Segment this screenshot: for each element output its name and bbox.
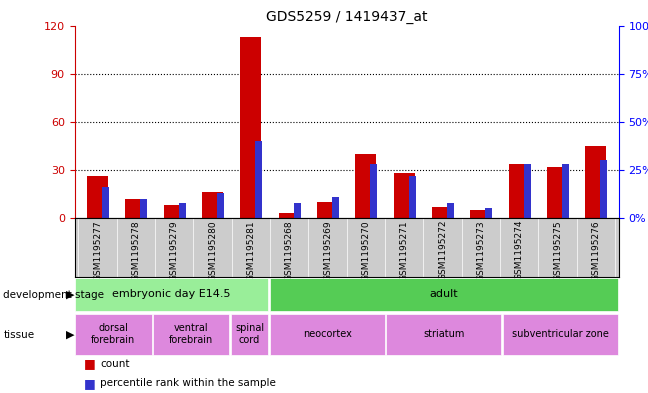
Bar [279, 213, 300, 218]
Bar [585, 146, 607, 218]
Bar [270, 278, 618, 310]
Text: subventricular zone: subventricular zone [512, 329, 609, 339]
Bar [231, 314, 268, 355]
Text: count: count [100, 358, 130, 369]
Text: GDS5259 / 1419437_at: GDS5259 / 1419437_at [266, 10, 428, 24]
Bar [102, 187, 109, 218]
Text: embryonic day E14.5: embryonic day E14.5 [113, 289, 231, 299]
Bar [179, 203, 185, 218]
Bar [547, 167, 568, 218]
Text: GSM1195268: GSM1195268 [284, 220, 294, 281]
Text: ■: ■ [84, 376, 96, 390]
Text: GSM1195270: GSM1195270 [362, 220, 371, 281]
Text: GSM1195277: GSM1195277 [93, 220, 102, 281]
Bar [202, 193, 223, 218]
Bar [153, 314, 229, 355]
Text: GSM1195273: GSM1195273 [476, 220, 485, 281]
Bar [332, 197, 339, 218]
Text: GSM1195276: GSM1195276 [592, 220, 600, 281]
Text: ▶: ▶ [65, 330, 75, 340]
Bar [503, 314, 618, 355]
Text: neocortex: neocortex [303, 329, 352, 339]
Bar [386, 314, 502, 355]
Bar [409, 176, 415, 218]
Bar [509, 163, 529, 218]
Text: spinal
cord: spinal cord [235, 323, 264, 345]
Bar [75, 314, 152, 355]
Text: ■: ■ [84, 357, 96, 370]
Bar [470, 210, 491, 218]
Bar [141, 199, 147, 218]
Bar [75, 278, 268, 310]
Text: ▶: ▶ [65, 290, 75, 300]
Text: GSM1195280: GSM1195280 [208, 220, 217, 281]
Bar [371, 164, 377, 218]
Bar [485, 208, 492, 218]
Text: GSM1195279: GSM1195279 [170, 220, 179, 281]
Bar [255, 141, 262, 218]
Bar [217, 193, 224, 218]
Text: GSM1195281: GSM1195281 [246, 220, 255, 281]
Bar [87, 176, 108, 218]
Bar [524, 164, 531, 218]
Bar [294, 203, 301, 218]
Bar [125, 199, 146, 218]
Text: percentile rank within the sample: percentile rank within the sample [100, 378, 276, 388]
Bar [164, 205, 185, 218]
Text: GSM1195278: GSM1195278 [132, 220, 141, 281]
Bar [355, 154, 376, 218]
Bar [432, 207, 453, 218]
Bar [447, 203, 454, 218]
Bar [393, 173, 415, 218]
Bar [240, 37, 261, 218]
Bar [317, 202, 338, 218]
Bar [562, 164, 569, 218]
Text: dorsal
forebrain: dorsal forebrain [91, 323, 135, 345]
Text: GSM1195274: GSM1195274 [515, 220, 524, 280]
Text: GSM1195269: GSM1195269 [323, 220, 332, 281]
Text: GSM1195271: GSM1195271 [400, 220, 409, 281]
Text: striatum: striatum [423, 329, 465, 339]
Text: GSM1195275: GSM1195275 [553, 220, 562, 281]
Bar [270, 314, 385, 355]
Text: adult: adult [430, 289, 458, 299]
Text: tissue: tissue [3, 330, 34, 340]
Text: GSM1195272: GSM1195272 [438, 220, 447, 280]
Text: ventral
forebrain: ventral forebrain [169, 323, 213, 345]
Bar [601, 160, 607, 218]
Text: development stage: development stage [3, 290, 104, 300]
